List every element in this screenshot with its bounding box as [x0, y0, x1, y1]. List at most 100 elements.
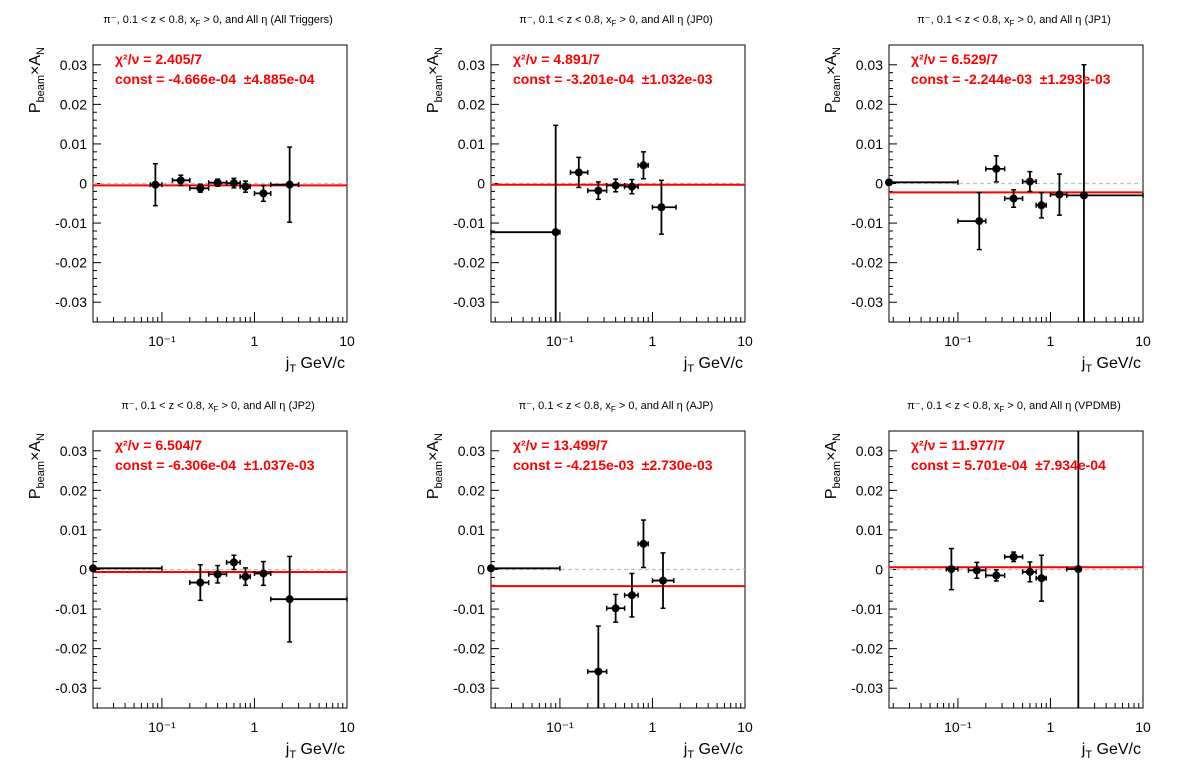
x-axis-label: jT GeV/c [285, 741, 345, 761]
fit-chi2-label: χ²/ν = 11.977/7 [911, 437, 1005, 453]
y-tick-label: 0.03 [60, 443, 87, 459]
x-tick-label: 10⁻¹ [148, 333, 176, 349]
data-point [207, 178, 228, 188]
data-point [651, 179, 677, 235]
y-tick-label: -0.03 [453, 294, 485, 310]
x-axis-label: jT GeV/c [1081, 355, 1141, 375]
point-marker [1037, 574, 1046, 583]
point-marker [1055, 190, 1064, 199]
data-point [885, 178, 959, 187]
chart-svg: π⁻, 0.1 < z < 0.8, xF > 0, and All η (JP… [425, 14, 753, 375]
point-marker [657, 203, 666, 212]
data-point [1035, 554, 1047, 602]
data-point [189, 564, 210, 602]
y-tick-label: 0.01 [856, 136, 883, 152]
y-tick-label: 0.02 [856, 96, 883, 112]
data-point [637, 151, 649, 180]
data-point [253, 184, 272, 203]
point-marker [659, 576, 668, 585]
point-marker [259, 569, 268, 578]
y-tick-label: -0.01 [453, 215, 485, 231]
y-tick-label: 0.02 [856, 482, 883, 498]
point-marker [1079, 191, 1088, 200]
chart-panel: π⁻, 0.1 < z < 0.8, xF > 0, and All η (VP… [796, 386, 1194, 772]
y-tick-label: -0.02 [453, 255, 485, 271]
fit-const-label: const = -2.244e-03 ±1.293e-03 [911, 71, 1111, 87]
chart-title: π⁻, 0.1 < z < 0.8, xF > 0, and All η (JP… [121, 400, 314, 414]
x-tick-label: 10 [339, 719, 355, 735]
data-point [270, 146, 300, 224]
data-point [957, 191, 987, 251]
y-axis-label: Pbeam×AN [425, 433, 445, 499]
data-point [1021, 170, 1037, 193]
y-tick-label: -0.03 [851, 680, 883, 696]
y-tick-label: 0.01 [60, 522, 87, 538]
x-tick-label: 10 [1135, 719, 1151, 735]
data-point [487, 564, 561, 573]
x-tick-label: 1 [1047, 333, 1055, 349]
point-marker [551, 228, 560, 237]
y-tick-label: 0.03 [458, 443, 485, 459]
point-marker [1074, 565, 1083, 574]
y-axis-label: Pbeam×AN [27, 47, 47, 113]
data-point [1003, 189, 1024, 208]
x-axis-label: jT GeV/c [683, 355, 743, 375]
point-marker [213, 178, 222, 187]
y-tick-label: 0.03 [856, 443, 883, 459]
point-marker [992, 571, 1001, 580]
fit-const-label: const = -6.306e-04 ±1.037e-03 [115, 457, 315, 473]
x-tick-label: 10⁻¹ [944, 719, 972, 735]
y-tick-label: 0 [875, 562, 883, 578]
point-marker [285, 180, 294, 189]
y-axis-label: Pbeam×AN [27, 433, 47, 499]
data-point [1049, 173, 1068, 216]
data-point [89, 564, 163, 573]
y-tick-label: 0.01 [458, 136, 485, 152]
fit-chi2-label: χ²/ν = 4.891/7 [513, 51, 600, 67]
data-point [225, 554, 241, 571]
x-tick-label: 10⁻¹ [148, 719, 176, 735]
fit-chi2-label: χ²/ν = 13.499/7 [513, 437, 608, 453]
x-tick-label: 10 [737, 333, 753, 349]
data-point [623, 572, 639, 618]
data-point [985, 155, 1006, 183]
data-point [253, 560, 272, 587]
data-point [945, 547, 959, 591]
y-tick-label: 0 [477, 176, 485, 192]
y-tick-label: 0.03 [60, 57, 87, 73]
point-marker [229, 558, 238, 567]
y-tick-label: -0.03 [55, 680, 87, 696]
y-tick-label: 0.01 [458, 522, 485, 538]
fit-chi2-label: χ²/ν = 6.529/7 [911, 51, 998, 67]
y-tick-label: 0.03 [458, 57, 485, 73]
data-point [189, 183, 210, 193]
point-marker [972, 566, 981, 575]
x-tick-label: 10⁻¹ [546, 333, 574, 349]
data-point [1021, 561, 1037, 583]
x-tick-label: 1 [251, 333, 259, 349]
data-point [1003, 551, 1024, 563]
point-marker [975, 217, 984, 226]
y-tick-label: 0 [79, 562, 87, 578]
y-tick-label: -0.01 [851, 601, 883, 617]
data-point [207, 564, 228, 584]
y-tick-label: -0.02 [851, 255, 883, 271]
y-tick-label: -0.02 [851, 641, 883, 657]
y-tick-label: 0.02 [458, 482, 485, 498]
data-point [149, 162, 163, 207]
x-tick-label: 10⁻¹ [944, 333, 972, 349]
data-point [1066, 64, 1144, 322]
chart-svg: π⁻, 0.1 < z < 0.8, xF > 0, and All η (JP… [823, 14, 1151, 375]
x-tick-label: 10⁻¹ [546, 719, 574, 735]
chart-panel: π⁻, 0.1 < z < 0.8, xF > 0, and All η (JP… [398, 0, 796, 386]
point-marker [611, 604, 620, 613]
data-point [605, 178, 626, 193]
point-marker [213, 570, 222, 579]
chart-svg: π⁻, 0.1 < z < 0.8, xF > 0, and All η (JP… [27, 400, 355, 761]
data-point [270, 555, 348, 643]
chart-svg: π⁻, 0.1 < z < 0.8, xF > 0, and All η (Al… [27, 14, 355, 375]
chart-panel: π⁻, 0.1 < z < 0.8, xF > 0, and All η (AJ… [398, 386, 796, 772]
x-tick-label: 1 [649, 333, 657, 349]
y-tick-label: -0.02 [55, 255, 87, 271]
